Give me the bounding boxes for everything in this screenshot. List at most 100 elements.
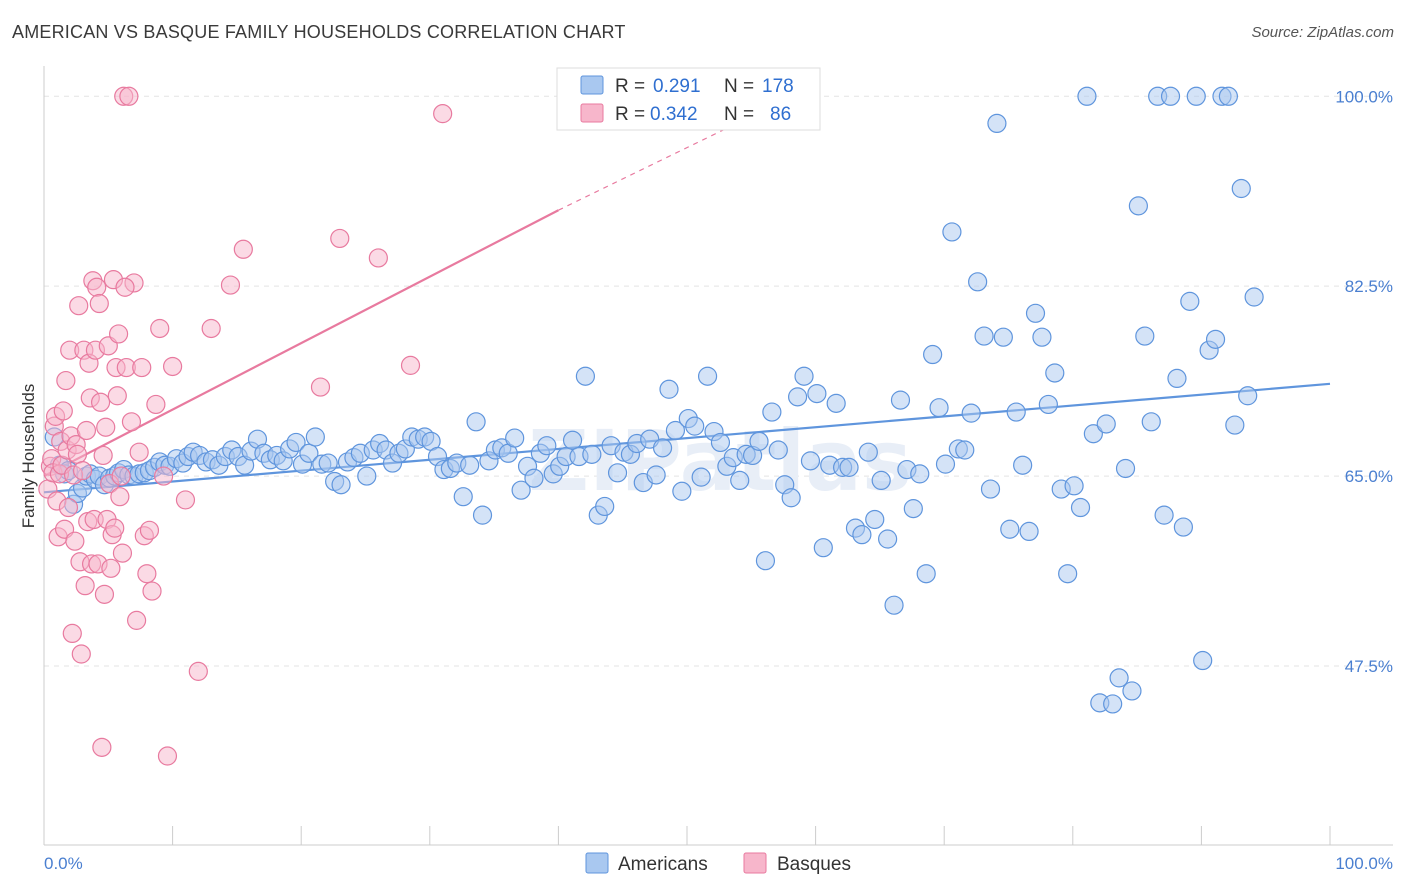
data-point (1135, 326, 1155, 346)
data-point (460, 455, 480, 475)
data-point (1006, 402, 1026, 422)
data-point (1032, 327, 1052, 347)
data-point (1186, 86, 1206, 106)
data-point (935, 454, 956, 474)
data-point (69, 296, 89, 316)
legend-n-label: N = (724, 76, 754, 97)
y-tick-labels: 47.5% 65.0% 82.5% 100.0% (1335, 87, 1393, 676)
legend-r-label: R = (615, 104, 645, 125)
series-americans (44, 86, 1264, 714)
data-point (607, 463, 628, 483)
data-point (310, 377, 331, 397)
legend-r-value: 0.342 (650, 104, 698, 125)
data-point (942, 222, 962, 242)
legend-n-label: N = (724, 104, 754, 125)
data-point (331, 475, 351, 495)
data-point (433, 104, 453, 124)
data-point (62, 623, 82, 644)
legend-r-label: R = (615, 76, 645, 97)
data-point (56, 370, 76, 391)
data-point (1000, 519, 1020, 539)
data-point (1238, 386, 1258, 406)
y-tick-label: 82.5% (1345, 277, 1393, 296)
data-point (163, 356, 183, 377)
data-point (76, 420, 97, 441)
data-point (96, 417, 116, 437)
data-point (175, 490, 196, 510)
data-point (121, 412, 142, 432)
data-point (903, 499, 923, 519)
data-point (1115, 458, 1136, 479)
data-point (1225, 415, 1245, 435)
data-point (126, 610, 147, 630)
data-point (755, 551, 776, 571)
data-point (220, 275, 241, 295)
data-point (524, 468, 544, 488)
data-point (987, 113, 1007, 134)
y-tick-label: 65.0% (1345, 467, 1393, 486)
series-legend-swatch-basques (743, 852, 767, 874)
series-legend-swatch-americans (585, 852, 609, 874)
chart-title: AMERICAN VS BASQUE FAMILY HOUSEHOLDS COR… (12, 22, 626, 42)
data-point (1025, 303, 1046, 323)
data-point (139, 520, 160, 540)
data-point (67, 444, 88, 464)
data-point (562, 430, 583, 450)
y-tick-label: 47.5% (1345, 657, 1393, 676)
data-point (400, 355, 421, 375)
data-point (94, 584, 115, 604)
data-point (233, 239, 253, 259)
grid (44, 95, 1393, 667)
data-point (1096, 414, 1116, 434)
x-tick-label-max: 100.0% (1335, 854, 1393, 873)
y-axis-title: Family Households (19, 384, 38, 529)
legend-r-value: 0.291 (653, 76, 701, 97)
data-point (1218, 86, 1239, 106)
data-point (119, 86, 139, 106)
data-point (852, 525, 872, 545)
data-point (90, 392, 111, 412)
data-point (65, 531, 85, 551)
data-point (92, 737, 112, 757)
data-point (968, 272, 988, 292)
data-point (112, 543, 133, 563)
data-point (1122, 681, 1142, 701)
data-point (368, 248, 388, 268)
data-point (101, 558, 121, 578)
data-point (107, 386, 127, 406)
data-point (453, 487, 473, 507)
data-point (884, 595, 904, 615)
x-tick-label-min: 0.0% (44, 854, 83, 873)
data-point (858, 442, 878, 462)
data-point (1013, 455, 1033, 475)
data-point (582, 444, 602, 464)
data-point (1128, 196, 1148, 216)
data-point (58, 497, 79, 518)
data-point (115, 277, 135, 297)
data-point (1103, 694, 1123, 714)
points (38, 86, 1264, 766)
data-point (595, 496, 615, 517)
trend-line-americans (43, 382, 1331, 494)
stats-legend: R = 0.291 N = 178 R = 0.342 N = 86 (556, 67, 821, 131)
data-point (75, 576, 95, 596)
trend-line-extension (558, 128, 726, 211)
data-point (111, 466, 131, 486)
data-point (132, 357, 152, 378)
data-point (72, 461, 93, 481)
data-point (916, 564, 936, 584)
data-point (575, 366, 596, 386)
data-point (1173, 517, 1193, 537)
data-point (89, 293, 109, 314)
data-point (511, 480, 531, 500)
data-point (318, 453, 338, 473)
trend-line-basques (43, 209, 559, 478)
data-point (665, 420, 686, 441)
data-point (961, 403, 981, 423)
data-point (929, 398, 949, 418)
data-point (357, 466, 377, 486)
data-point (787, 387, 808, 407)
data-point (1141, 412, 1161, 432)
data-point (1205, 329, 1226, 349)
data-point (286, 432, 306, 453)
